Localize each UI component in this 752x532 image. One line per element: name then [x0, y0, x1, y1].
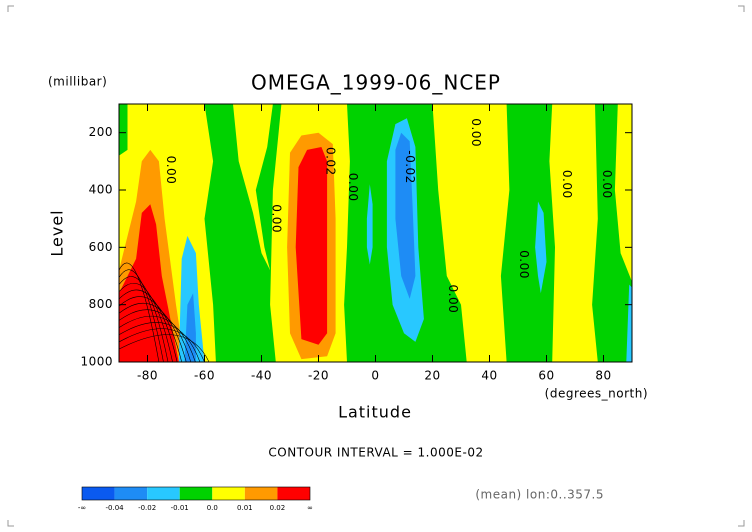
contour-label: 0.00: [346, 173, 360, 202]
colorbar-frame: [81, 486, 311, 501]
colorbar-label: 0.0: [207, 504, 218, 512]
field-region: [119, 204, 179, 362]
x-tick-label: -60: [194, 369, 215, 383]
field-region: [395, 132, 416, 299]
x-units: (degrees_north): [545, 387, 648, 401]
contour-line: [118, 289, 178, 363]
colorbar-swatch: [244, 487, 278, 500]
field-region: [626, 284, 632, 362]
field-region: [614, 104, 632, 282]
contour-interval: CONTOUR INTERVAL = 1.000E-02: [268, 446, 483, 460]
x-tick-label: -20: [308, 369, 329, 383]
colorbar-label: -0.04: [106, 504, 125, 512]
contour-label: 0.00: [469, 118, 483, 147]
contour-label: 0.00: [269, 204, 283, 233]
field-region: [432, 104, 510, 362]
contour-label: 0.00: [517, 250, 531, 279]
y-axis-label: Level: [48, 209, 67, 256]
x-tick-label: 60: [538, 369, 554, 383]
x-axis-label: Latitude: [338, 403, 412, 422]
contour-line: [118, 322, 201, 363]
contour-line: [118, 334, 210, 363]
colorbar-swatch: [82, 487, 115, 500]
colorbar-swatch: [147, 487, 180, 500]
y-tick-label: 600: [89, 240, 113, 254]
colorbar-label: -0.01: [171, 504, 189, 512]
x-tick-label: -40: [251, 369, 272, 383]
field-region: [535, 201, 547, 294]
contour-line: [118, 269, 164, 363]
colorbar-swatch: [179, 487, 213, 500]
contour-line: [118, 309, 192, 363]
colorbar-label: 0.02: [270, 504, 286, 512]
contour-line: [118, 315, 196, 363]
y-tick-label: 800: [89, 297, 113, 311]
y-units: (millibar): [48, 75, 107, 89]
contour-label: 0.00: [600, 170, 614, 199]
colorbar-swatch: [212, 487, 245, 500]
contour-line: [118, 303, 187, 363]
colorbar-label: ∞: [307, 504, 313, 512]
contour-label: 0.00: [560, 170, 574, 199]
x-tick-label: 20: [424, 369, 440, 383]
field-region: [366, 184, 373, 265]
colorbar-swatch: [114, 487, 148, 500]
colorbar-label: -∞: [78, 504, 86, 512]
y-tick-label: 400: [89, 183, 113, 197]
footer-note: (mean) lon:0..357.5: [475, 488, 604, 502]
x-tick-label: 40: [481, 369, 497, 383]
contour-label: 0.00: [446, 285, 460, 314]
contour-label: -0.02: [403, 150, 417, 184]
x-tick-label: 80: [595, 369, 611, 383]
page-corners: [7, 5, 745, 527]
contour-line: [118, 328, 205, 363]
contour-line: [118, 276, 169, 363]
colorbar-label: -0.02: [138, 504, 156, 512]
contour-label: 0.02: [323, 147, 337, 176]
y-tick-label: 200: [89, 125, 113, 139]
field-region: [184, 293, 196, 362]
x-tick-label: -80: [137, 369, 158, 383]
y-tick-label: 1000: [80, 355, 113, 369]
contour-line: [118, 282, 173, 363]
field-region: [295, 147, 328, 345]
field-region: [549, 104, 598, 362]
colorbar-swatch: [277, 487, 310, 500]
x-tick-label: 0: [371, 369, 379, 383]
colorbar-label: 0.01: [237, 504, 253, 512]
contour-line: [118, 296, 182, 363]
chart-title: OMEGA_1999-06_NCEP: [251, 71, 501, 95]
contour-label: 0.00: [164, 156, 178, 185]
field-region: [233, 104, 273, 271]
